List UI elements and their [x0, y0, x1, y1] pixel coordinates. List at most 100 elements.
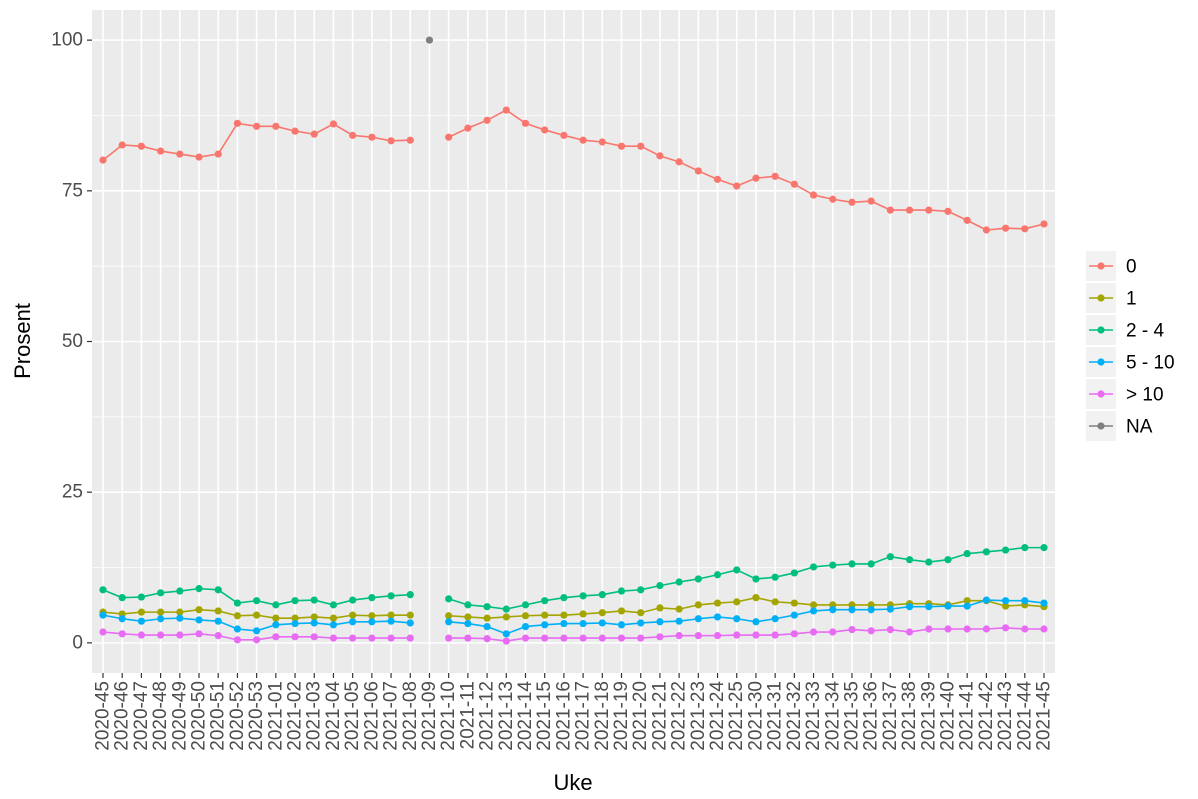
data-point [560, 131, 568, 139]
data-point [713, 175, 722, 183]
data-point [1021, 625, 1029, 633]
data-point [118, 594, 126, 602]
data-point [214, 632, 222, 640]
data-point [637, 586, 645, 594]
x-tick-label: 2021-10 [438, 681, 459, 751]
x-tick-label: 2021-20 [630, 681, 651, 751]
data-point [483, 603, 491, 611]
data-point [406, 591, 414, 599]
data-point [771, 172, 779, 180]
legend-label: NA [1126, 417, 1153, 438]
data-point [886, 553, 894, 561]
x-tick-label: 2021-11 [457, 681, 478, 749]
data-point [253, 627, 261, 635]
data-point [349, 618, 357, 626]
data-point [483, 635, 491, 643]
data-point [867, 606, 875, 614]
data-point [598, 591, 606, 599]
data-point [445, 595, 453, 603]
data-point [675, 617, 683, 625]
data-point [291, 633, 299, 641]
data-point [771, 598, 779, 606]
data-point [406, 136, 414, 144]
data-point [944, 625, 952, 633]
data-point [963, 602, 971, 610]
data-point [176, 608, 184, 616]
data-point [848, 606, 856, 614]
data-point [809, 607, 818, 615]
data-point [963, 625, 971, 633]
data-point [118, 141, 126, 149]
data-point [464, 619, 472, 628]
x-tick-label: 2020-45 [93, 681, 114, 751]
data-point [349, 131, 357, 139]
data-point [560, 594, 568, 602]
x-tick-label: 2020-49 [169, 681, 190, 751]
data-point [1040, 544, 1048, 552]
data-point [99, 611, 107, 619]
data-point [253, 636, 261, 644]
data-point [502, 630, 510, 638]
data-point [214, 586, 222, 594]
data-point [272, 621, 280, 629]
x-tick-label: 2021-37 [880, 681, 901, 751]
data-point [829, 561, 837, 569]
data-point [579, 619, 587, 628]
data-point [176, 150, 184, 158]
data-point [982, 625, 990, 633]
data-point [733, 566, 741, 574]
data-point [752, 174, 760, 182]
data-point [349, 596, 357, 604]
data-point [349, 634, 357, 642]
data-point [790, 630, 798, 638]
data-point [1001, 602, 1010, 610]
data-point [502, 613, 510, 621]
x-tick-label: 2021-01 [265, 681, 286, 751]
data-point [464, 634, 472, 642]
data-point [790, 611, 798, 619]
data-point [694, 601, 702, 609]
data-point [137, 593, 146, 601]
data-point [464, 613, 472, 621]
data-point [886, 626, 894, 634]
data-point [1001, 546, 1010, 554]
data-point [195, 630, 203, 638]
data-point [848, 626, 856, 634]
data-point [310, 633, 318, 641]
data-point [809, 191, 818, 199]
legend-point [1097, 262, 1105, 270]
y-axis-label: Prosent [10, 303, 35, 379]
y-tick-label: 75 [62, 180, 83, 201]
x-tick-label: 2020-50 [189, 681, 210, 751]
x-tick-label: 2021-36 [861, 681, 882, 751]
x-tick-label: 2020-51 [208, 681, 229, 751]
data-point [329, 601, 338, 609]
data-point [329, 634, 338, 642]
data-point [982, 548, 990, 556]
data-point [694, 615, 702, 623]
data-point [579, 634, 587, 642]
x-tick-label: 2021-39 [918, 681, 939, 751]
data-point [905, 206, 914, 214]
x-tick-label: 2021-19 [611, 681, 632, 751]
data-point [483, 622, 491, 631]
y-tick-label: 50 [62, 331, 83, 352]
data-point [752, 631, 760, 639]
data-point [905, 603, 914, 611]
data-point [656, 618, 664, 626]
data-point [790, 569, 798, 577]
data-point [157, 608, 165, 616]
data-point [925, 625, 933, 633]
data-point [99, 156, 107, 164]
data-point [99, 628, 107, 636]
data-point [637, 619, 645, 627]
data-point [1021, 597, 1029, 605]
data-point [733, 598, 741, 606]
data-point [809, 601, 818, 609]
legend-point [1097, 422, 1105, 430]
data-point [982, 596, 990, 604]
data-point [560, 611, 568, 619]
x-tick-label: 2021-34 [822, 681, 843, 751]
data-point [809, 628, 818, 636]
data-point [272, 614, 280, 622]
